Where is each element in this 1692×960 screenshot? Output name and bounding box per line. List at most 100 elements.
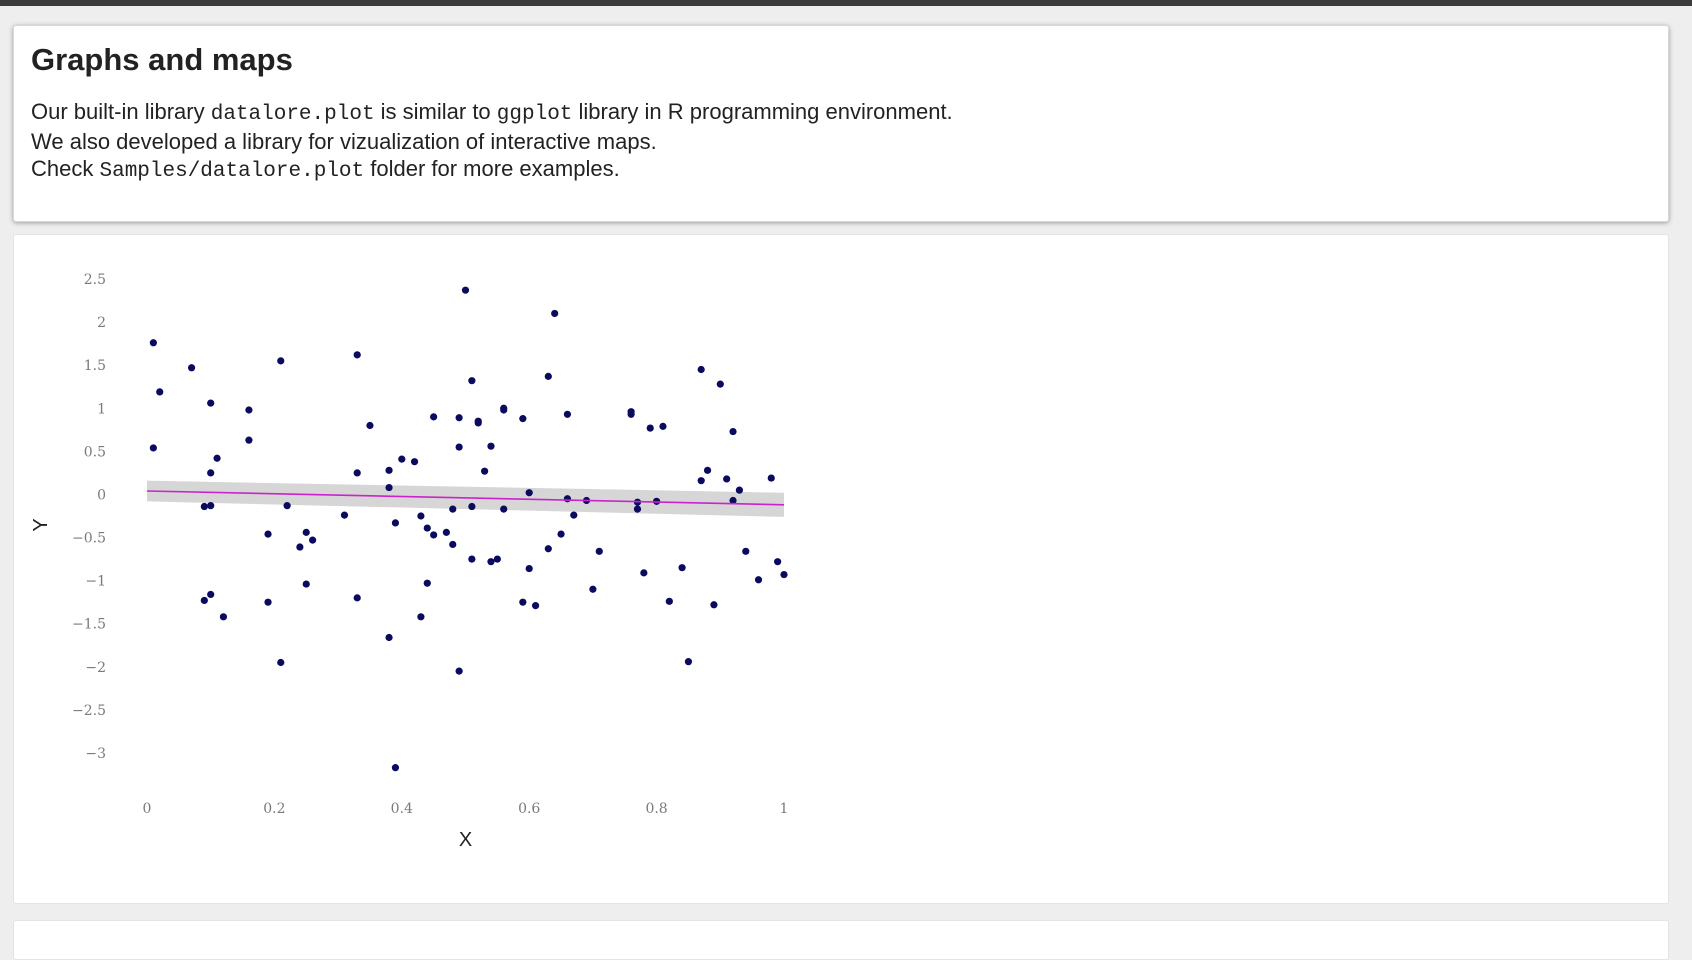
data-point	[410, 458, 419, 466]
data-point	[449, 505, 457, 513]
confidence-band-layer	[147, 480, 784, 517]
data-point	[487, 442, 495, 450]
trend-line	[146, 490, 785, 506]
data-point	[200, 502, 208, 511]
data-point	[557, 530, 565, 538]
y-tick-label: −3	[85, 746, 106, 762]
data-point	[245, 406, 253, 414]
text-fragment: is similar to	[374, 99, 497, 125]
data-point	[207, 469, 215, 477]
plot-output-cell[interactable]: 2.5 2 1.5 1 0.5 0 −0.5 −1 −1.5 −2 −2.5 −3 0 0.2 0.4 0.…	[13, 234, 1669, 904]
data-point	[442, 528, 450, 536]
y-axis-title: Y	[30, 518, 52, 531]
data-point	[353, 594, 361, 602]
data-point	[213, 454, 221, 462]
data-point	[780, 571, 788, 579]
y-tick-label: −1	[85, 574, 106, 590]
x-tick-label: 0.4	[391, 801, 413, 817]
data-point	[277, 357, 285, 365]
data-point	[385, 466, 393, 474]
y-tick-label: −2.5	[72, 703, 106, 719]
data-point	[525, 564, 533, 573]
data-point	[570, 511, 578, 519]
y-tick-label: −1.5	[72, 617, 106, 633]
data-point	[544, 545, 552, 553]
data-point	[519, 415, 527, 423]
data-point	[595, 547, 603, 555]
data-point	[219, 613, 228, 621]
data-point	[245, 436, 253, 444]
data-point	[703, 466, 712, 474]
data-point	[207, 399, 215, 407]
y-tick-label: 0.5	[84, 444, 106, 460]
data-point	[493, 555, 501, 563]
data-point	[525, 489, 533, 497]
data-point	[283, 502, 291, 510]
data-point	[633, 505, 642, 513]
data-point	[468, 377, 476, 385]
data-point	[455, 667, 463, 675]
y-axis-ticks: 2.5 2 1.5 1 0.5 0 −0.5 −1 −1.5 −2 −2.5 −3	[72, 272, 106, 762]
x-tick-label: 0	[143, 801, 152, 817]
data-point	[729, 496, 737, 505]
data-point	[729, 427, 737, 436]
x-axis-title: X	[459, 829, 472, 851]
y-tick-label: −2	[85, 660, 106, 676]
data-point	[455, 414, 463, 422]
inline-code-datalore-plot: datalore.plot	[210, 103, 375, 127]
data-point	[723, 475, 731, 483]
data-point	[309, 536, 317, 544]
data-point	[423, 579, 431, 587]
data-point	[678, 564, 686, 572]
data-point	[735, 486, 744, 494]
data-point	[302, 528, 310, 536]
data-point	[519, 598, 527, 606]
data-point	[200, 596, 208, 605]
data-point	[385, 483, 393, 492]
data-point	[398, 455, 406, 463]
data-point	[207, 590, 215, 599]
data-point	[767, 474, 775, 482]
x-tick-label: 1	[780, 801, 789, 817]
data-point	[697, 477, 705, 485]
data-point	[487, 558, 495, 566]
inline-code-samples-path: Samples/datalore.plot	[99, 160, 365, 184]
data-point	[264, 530, 272, 538]
data-point	[340, 511, 349, 519]
x-tick-label: 0.8	[645, 801, 667, 817]
y-tick-label: −0.5	[72, 531, 106, 547]
data-point	[296, 543, 304, 551]
data-point	[417, 512, 425, 520]
description-line-3: Check Samples/datalore.plot folder for m…	[31, 155, 1651, 185]
description-line-2: We also developed a library for vizualiz…	[31, 129, 657, 155]
data-point	[385, 633, 393, 642]
data-point	[474, 419, 482, 427]
data-point	[207, 502, 215, 510]
data-point	[742, 547, 750, 555]
scatter-plot[interactable]: 2.5 2 1.5 1 0.5 0 −0.5 −1 −1.5 −2 −2.5 −3 0 0.2 0.4 0.…	[14, 235, 1668, 903]
data-point	[500, 406, 508, 414]
next-cell[interactable]	[13, 920, 1669, 960]
x-axis-ticks: 0 0.2 0.4 0.6 0.8 1	[143, 801, 789, 817]
markdown-cell[interactable]: Graphs and maps Our built-in library dat…	[13, 25, 1669, 222]
data-point	[563, 410, 572, 418]
y-tick-label: 1	[97, 401, 106, 417]
data-point	[455, 443, 463, 451]
data-point	[277, 658, 285, 667]
data-point	[468, 502, 476, 511]
top-toolbar-strip	[0, 0, 1692, 6]
data-point	[544, 372, 552, 380]
data-point	[684, 658, 693, 666]
data-point	[353, 469, 361, 477]
data-point	[468, 555, 476, 563]
data-point	[697, 365, 705, 374]
data-point	[449, 540, 457, 549]
y-tick-label: 0	[97, 487, 106, 503]
x-tick-label: 0.6	[518, 801, 540, 817]
data-point	[149, 339, 157, 347]
confidence-band	[147, 480, 784, 517]
text-fragment: library in R programming environment.	[572, 99, 953, 125]
inline-code-ggplot: ggplot	[496, 103, 573, 127]
data-point	[156, 388, 164, 396]
data-point	[461, 286, 470, 294]
